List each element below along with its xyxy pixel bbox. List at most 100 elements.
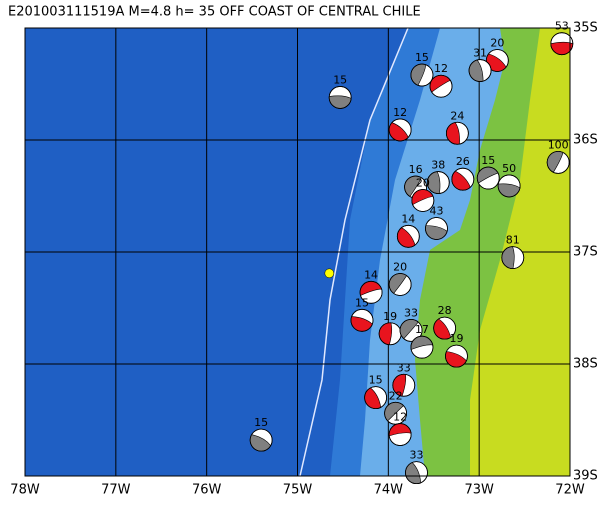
depth-label: 81 [506, 234, 520, 247]
focal-mechanism [451, 167, 475, 191]
focal-mechanism [405, 461, 428, 485]
focal-mechanism [445, 121, 469, 145]
beachball-outline [399, 318, 423, 342]
focal-mechanism [328, 86, 352, 109]
depth-label: 31 [473, 47, 487, 60]
focal-mechanism [497, 174, 521, 198]
depth-label: 50 [502, 162, 516, 175]
x-tick-label: 73W [464, 483, 494, 498]
depth-label: 43 [429, 204, 443, 217]
beachball-outline [249, 428, 273, 452]
beachball-outline [359, 280, 383, 304]
beachball-outline [405, 461, 428, 485]
depth-label: 33 [397, 361, 411, 374]
focal-mechanism [399, 318, 423, 342]
depth-label: 33 [409, 449, 423, 462]
depth-label: 12 [434, 62, 448, 75]
map-title: E201003111519A M=4.8 h= 35 OFF COAST OF … [8, 5, 421, 20]
depth-label: 15 [415, 51, 429, 64]
depth-label: 20 [393, 260, 407, 273]
focal-mechanism [396, 224, 420, 248]
beachball-outline [468, 59, 492, 82]
depth-label: 16 [409, 163, 423, 176]
depth-label: 17 [415, 323, 429, 336]
beachball-outline [433, 316, 457, 340]
depth-label: 22 [389, 389, 403, 402]
beachball-outline [426, 171, 450, 194]
depth-label: 24 [450, 109, 464, 122]
beachball-outline [350, 308, 374, 332]
y-tick-label: 38S [573, 357, 598, 372]
beachball-outline [410, 63, 434, 87]
beachball-outline [388, 273, 412, 296]
depth-label: 33 [404, 306, 418, 319]
beachball-outline [546, 150, 570, 174]
depth-label: 19 [383, 310, 397, 323]
focal-mechanism [249, 428, 273, 452]
focal-mechanism [410, 63, 434, 87]
focal-mechanism [388, 118, 412, 142]
beachball-outline [445, 344, 468, 368]
beachball-outline [328, 86, 352, 109]
depth-label: 15 [333, 73, 347, 86]
depth-label: 38 [431, 159, 445, 172]
beachball-outline [396, 224, 420, 248]
depth-label: 15 [254, 416, 268, 429]
depth-label: 19 [449, 332, 463, 345]
x-tick-label: 77W [101, 483, 131, 498]
beachball-outline [445, 121, 469, 145]
beachball-outline [388, 423, 412, 446]
depth-label: 53 [555, 20, 569, 33]
focal-mechanism [411, 189, 435, 212]
y-tick-label: 37S [573, 245, 598, 260]
focal-mechanism [388, 423, 412, 446]
beachball-outline [388, 118, 412, 142]
epicenter [324, 268, 335, 279]
focal-mechanism [364, 386, 388, 410]
y-tick-label: 35S [573, 21, 598, 36]
depth-label: 100 [548, 138, 569, 151]
focal-mechanism [550, 32, 574, 56]
beachball-outline [410, 335, 434, 359]
focal-mechanism [445, 344, 468, 368]
x-tick-label: 76W [192, 483, 222, 498]
x-tick-label: 78W [10, 483, 40, 498]
focal-mechanism [476, 166, 500, 190]
beachball-outline [364, 386, 388, 410]
depth-label: 12 [393, 106, 407, 119]
y-tick-label: 36S [573, 133, 598, 148]
beachball-outline [501, 246, 525, 270]
beachball-outline [429, 74, 453, 98]
y-tick-label: 39S [573, 469, 598, 484]
beachball-outline [497, 174, 521, 198]
depth-label: 15 [369, 374, 383, 387]
depth-label: 20 [416, 176, 430, 189]
depth-label: 26 [456, 155, 470, 168]
focal-mechanism [425, 217, 448, 240]
beachball-outline [425, 217, 448, 240]
beachball-outline [476, 166, 500, 190]
depth-label: 15 [481, 154, 495, 167]
beachball-outline [451, 167, 475, 191]
beachball-outline [485, 49, 509, 72]
depth-label: 14 [401, 212, 415, 225]
depth-label: 15 [355, 296, 369, 309]
x-tick-label: 74W [374, 483, 404, 498]
focal-mechanism [350, 308, 374, 332]
depth-label: 28 [438, 304, 452, 317]
focal-mechanism [392, 373, 416, 397]
focal-mechanism [359, 280, 383, 304]
beachball-outline [411, 189, 435, 212]
focal-mechanism [410, 335, 434, 359]
depth-label: 12 [393, 411, 407, 424]
focal-mechanism [546, 150, 570, 174]
focal-mechanism [485, 49, 509, 72]
beachball-outline [550, 32, 574, 56]
beachball-outline [392, 373, 416, 397]
focal-mechanism [429, 74, 453, 98]
focal-mechanism [501, 246, 525, 270]
contour-line [299, 27, 409, 477]
depth-label: 20 [490, 36, 504, 49]
x-tick-label: 75W [283, 483, 313, 498]
